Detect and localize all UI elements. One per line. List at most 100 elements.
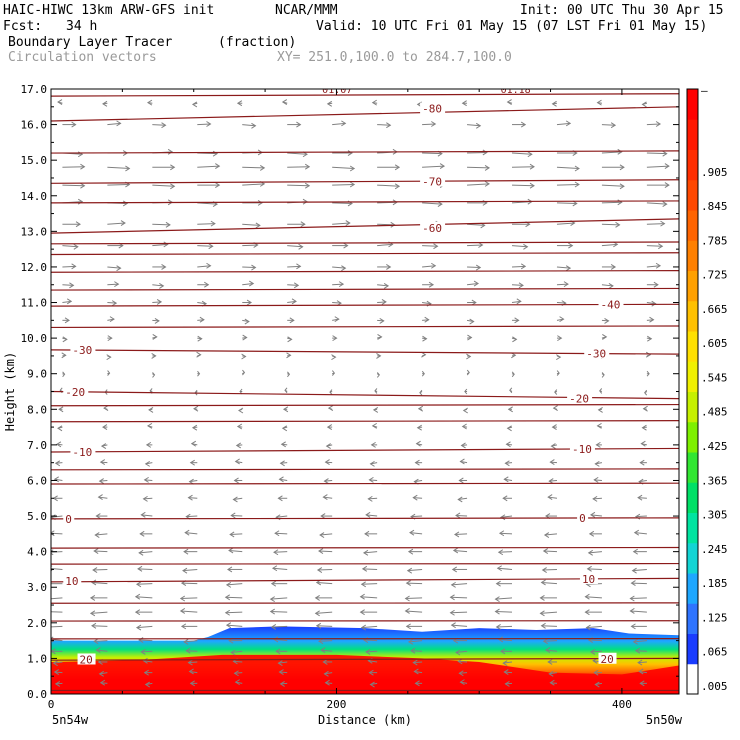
wind-vector: [503, 476, 513, 483]
wind-vector: [287, 336, 293, 343]
wind-vector: [57, 99, 63, 105]
wind-vector: [592, 495, 602, 502]
wind-vector: [327, 405, 334, 412]
wind-vector: [377, 183, 401, 190]
wind-vector: [368, 669, 378, 676]
isotherm-label-bg: [584, 347, 610, 359]
wind-vector: [550, 443, 558, 450]
wind-vector: [102, 424, 108, 431]
isotherm-line: [51, 269, 679, 273]
isotherm-line: [51, 657, 679, 661]
init-time: Init: 00 UTC Thu 30 Apr 15: [520, 3, 724, 18]
isotherm-label: 01.07: [322, 85, 352, 96]
wind-vector: [497, 636, 513, 643]
colorbar-swatch: [687, 391, 698, 423]
wind-vector: [422, 281, 435, 288]
wind-vector: [225, 622, 243, 629]
wind-vector: [191, 101, 198, 108]
wind-vector: [332, 281, 345, 288]
isotherm-label-bg: [63, 575, 82, 587]
wind-vector: [632, 638, 647, 645]
wind-vector: [270, 580, 288, 587]
wind-vector: [422, 335, 428, 342]
wind-vector: [51, 624, 63, 630]
wind-vector: [540, 579, 558, 586]
wind-vector: [554, 389, 558, 395]
wind-vector: [152, 283, 165, 289]
colorbar-swatch: [687, 119, 698, 150]
isotherm-line: [51, 577, 679, 583]
wind-vector: [271, 565, 288, 572]
isotherm-label-bg: [420, 221, 446, 233]
wind-vector: [646, 370, 650, 377]
colorbar-swatch: [687, 452, 698, 483]
wind-vector: [62, 282, 75, 289]
wind-vector: [552, 405, 558, 412]
wind-vector: [233, 670, 243, 677]
wind-vector: [314, 610, 333, 617]
wind-vector: [280, 441, 288, 448]
wind-vector: [601, 333, 608, 340]
wind-vector: [322, 494, 333, 500]
wind-vector: [197, 220, 216, 227]
wind-vector: [556, 165, 580, 172]
wind-vector: [51, 581, 63, 587]
isotherm-line: [51, 106, 679, 122]
wind-vector: [269, 596, 288, 603]
wind-vector: [421, 351, 427, 358]
wind-vector: [138, 549, 153, 556]
wind-vector: [281, 425, 288, 432]
wind-vector: [467, 122, 482, 129]
wind-vector: [548, 478, 558, 484]
colorbar-label: .725: [701, 269, 728, 282]
wind-vector: [94, 532, 108, 538]
wind-vector: [51, 530, 63, 537]
wind-vector: [467, 180, 490, 187]
wind-vector: [187, 659, 198, 666]
wind-vector: [506, 425, 513, 432]
isotherm-label: -80: [422, 103, 442, 116]
wind-vector: [422, 201, 443, 208]
wind-vector: [144, 681, 153, 688]
wind-vector: [422, 163, 446, 170]
wind-vector: [556, 181, 580, 188]
colorbar-swatch: [687, 482, 698, 513]
isotherm-line: [51, 287, 679, 291]
wind-vector: [545, 647, 558, 654]
isotherm-label: -30: [72, 344, 92, 357]
wind-vector: [146, 99, 153, 106]
wind-vector: [584, 593, 602, 600]
wind-vector: [148, 406, 154, 413]
wind-vector: [505, 441, 513, 448]
wind-vector: [278, 476, 288, 483]
wind-vector: [639, 680, 647, 687]
colorbar-swatch: [687, 89, 698, 120]
colorbar-label: .905: [701, 166, 728, 179]
wind-vector: [547, 659, 557, 665]
wind-vector: [364, 530, 378, 537]
wind-vector: [494, 608, 513, 615]
wind-vector: [242, 369, 246, 376]
wind-vector: [639, 459, 647, 466]
y-tick-label: 7.0: [27, 439, 47, 452]
wind-vector: [646, 243, 664, 250]
wind-vector: [422, 316, 430, 323]
wind-vector: [641, 101, 648, 108]
y-tick-label: 5.0: [27, 510, 47, 523]
fcst-label: Fcst:: [3, 19, 43, 34]
wind-vector: [152, 333, 158, 340]
wind-vector: [331, 354, 337, 361]
wind-vector: [638, 668, 647, 675]
wind-vector: [99, 459, 108, 466]
plot-background: [51, 89, 679, 694]
wind-vector: [644, 389, 648, 396]
isotherm-label-bg: [420, 175, 446, 187]
wind-vector: [91, 622, 108, 629]
isotherm-line: [51, 200, 679, 204]
wind-vector: [329, 389, 333, 395]
wind-vector: [93, 548, 108, 554]
wind-vector: [107, 316, 115, 323]
wind-vector: [646, 316, 655, 323]
wind-vector: [584, 609, 602, 616]
wind-vector: [637, 494, 647, 501]
